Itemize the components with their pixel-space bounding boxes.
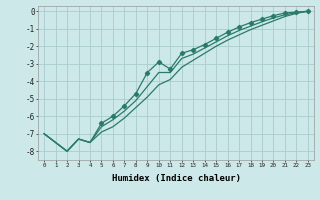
X-axis label: Humidex (Indice chaleur): Humidex (Indice chaleur) <box>111 174 241 183</box>
